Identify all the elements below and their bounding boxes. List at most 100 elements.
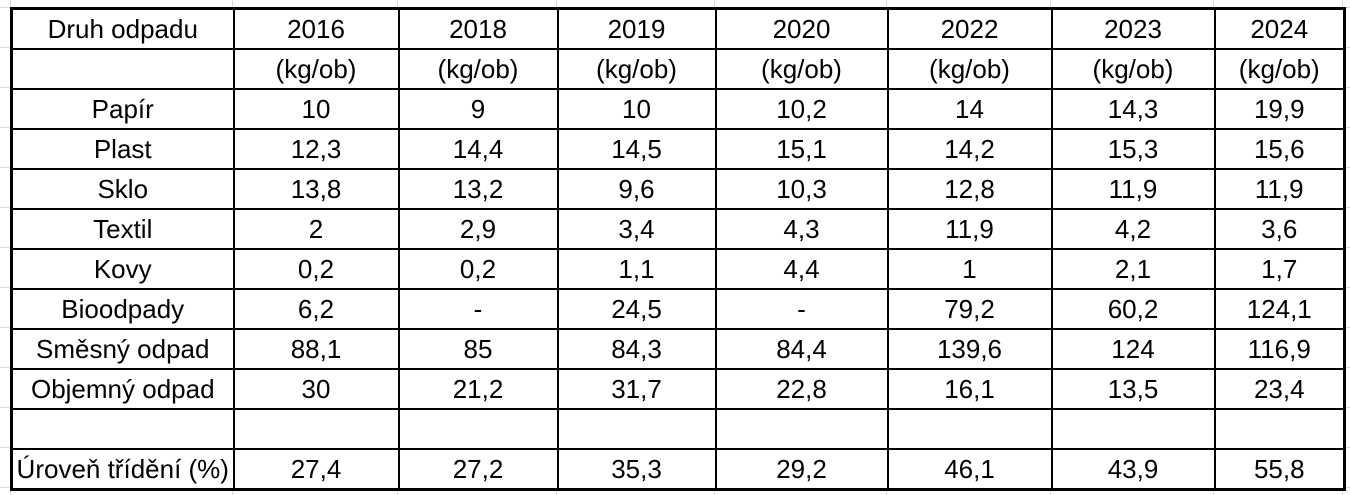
value-cell[interactable] — [556, 408, 717, 450]
row-label-cell[interactable]: Úroveň třídění (%) — [10, 448, 235, 491]
table-row: Kovy 0,2 0,2 1,1 4,4 1 2,1 1,7 — [10, 248, 1346, 290]
value-cell[interactable]: 0,2 — [397, 248, 559, 290]
value-cell[interactable]: 13,8 — [232, 168, 400, 210]
value-cell[interactable]: 10,2 — [714, 88, 889, 130]
value-cell[interactable]: 11,9 — [1213, 168, 1346, 210]
value-cell[interactable]: 11,9 — [1050, 168, 1216, 210]
value-cell[interactable] — [232, 408, 400, 450]
value-cell[interactable] — [1213, 408, 1346, 450]
value-cell[interactable]: 4,4 — [714, 248, 889, 290]
row-label-cell[interactable]: Bioodpady — [10, 288, 235, 330]
value-cell[interactable] — [714, 408, 889, 450]
row-label-cell[interactable]: Objemný odpad — [10, 368, 235, 410]
value-cell[interactable]: 10 — [556, 88, 717, 130]
value-cell[interactable]: 11,9 — [886, 208, 1053, 250]
row-label-cell[interactable]: Směsný odpad — [10, 328, 235, 370]
unit-cell[interactable]: (kg/ob) — [714, 48, 889, 90]
value-cell[interactable] — [886, 408, 1053, 450]
year-header-cell[interactable]: 2022 — [886, 7, 1053, 50]
value-cell[interactable]: 124,1 — [1213, 288, 1346, 330]
value-cell[interactable]: 3,4 — [556, 208, 717, 250]
value-cell[interactable]: 12,8 — [886, 168, 1053, 210]
row-label-cell[interactable]: Sklo — [10, 168, 235, 210]
value-cell[interactable]: 35,3 — [556, 448, 717, 491]
value-cell[interactable]: 22,8 — [714, 368, 889, 410]
unit-cell[interactable]: (kg/ob) — [556, 48, 717, 90]
value-cell[interactable]: 14,2 — [886, 128, 1053, 170]
row-label-cell[interactable]: Textil — [10, 208, 235, 250]
table-row: Sklo 13,8 13,2 9,6 10,3 12,8 11,9 11,9 — [10, 168, 1346, 210]
row-label-cell[interactable] — [10, 408, 235, 450]
unit-cell[interactable]: (kg/ob) — [232, 48, 400, 90]
value-cell[interactable]: 85 — [397, 328, 559, 370]
value-cell[interactable]: 27,4 — [232, 448, 400, 491]
value-cell[interactable]: 88,1 — [232, 328, 400, 370]
value-cell[interactable]: 16,1 — [886, 368, 1053, 410]
value-cell[interactable]: 14,5 — [556, 128, 717, 170]
year-header-cell[interactable]: 2020 — [714, 7, 889, 50]
value-cell[interactable]: 2 — [232, 208, 400, 250]
value-cell[interactable]: 15,1 — [714, 128, 889, 170]
value-cell[interactable]: 4,3 — [714, 208, 889, 250]
year-header-cell[interactable]: 2016 — [232, 7, 400, 50]
unit-label-cell[interactable] — [10, 48, 235, 90]
value-cell[interactable]: 23,4 — [1213, 368, 1346, 410]
value-cell[interactable]: 3,6 — [1213, 208, 1346, 250]
value-cell[interactable]: 4,2 — [1050, 208, 1216, 250]
unit-cell[interactable]: (kg/ob) — [1213, 48, 1346, 90]
value-cell[interactable]: 0,2 — [232, 248, 400, 290]
value-cell[interactable]: 15,6 — [1213, 128, 1346, 170]
unit-cell[interactable]: (kg/ob) — [397, 48, 559, 90]
value-cell[interactable]: 30 — [232, 368, 400, 410]
row-label-cell[interactable]: Plast — [10, 128, 235, 170]
value-cell[interactable]: 9,6 — [556, 168, 717, 210]
year-header-cell[interactable]: 2024 — [1213, 7, 1346, 50]
value-cell[interactable]: 13,5 — [1050, 368, 1216, 410]
value-cell[interactable]: 10 — [232, 88, 400, 130]
value-cell[interactable] — [1050, 408, 1216, 450]
value-cell[interactable]: 14,3 — [1050, 88, 1216, 130]
value-cell[interactable]: - — [397, 288, 559, 330]
unit-cell[interactable]: (kg/ob) — [1050, 48, 1216, 90]
value-cell[interactable]: 46,1 — [886, 448, 1053, 491]
value-cell[interactable]: 15,3 — [1050, 128, 1216, 170]
value-cell[interactable]: 6,2 — [232, 288, 400, 330]
value-cell[interactable]: 116,9 — [1213, 328, 1346, 370]
row-label-cell[interactable]: Papír — [10, 88, 235, 130]
value-cell[interactable]: 124 — [1050, 328, 1216, 370]
year-header-cell[interactable]: 2019 — [556, 7, 717, 50]
value-cell[interactable]: 19,9 — [1213, 88, 1346, 130]
value-cell[interactable]: 10,3 — [714, 168, 889, 210]
value-cell[interactable]: 9 — [397, 88, 559, 130]
value-cell[interactable]: 79,2 — [886, 288, 1053, 330]
value-cell[interactable]: 2,9 — [397, 208, 559, 250]
value-cell[interactable]: 1,7 — [1213, 248, 1346, 290]
value-cell[interactable]: 2,1 — [1050, 248, 1216, 290]
year-header-cell[interactable]: 2023 — [1050, 7, 1216, 50]
unit-cell[interactable]: (kg/ob) — [886, 48, 1053, 90]
value-cell[interactable]: 60,2 — [1050, 288, 1216, 330]
table-row-summary: Úroveň třídění (%) 27,4 27,2 35,3 29,2 4… — [10, 448, 1346, 491]
value-cell[interactable]: 21,2 — [397, 368, 559, 410]
value-cell[interactable]: 29,2 — [714, 448, 889, 491]
year-header-cell[interactable]: 2018 — [397, 7, 559, 50]
value-cell[interactable]: 139,6 — [886, 328, 1053, 370]
value-cell[interactable]: - — [714, 288, 889, 330]
value-cell[interactable]: 14 — [886, 88, 1053, 130]
header-cell-druh-odpadu[interactable]: Druh odpadu — [10, 7, 235, 50]
value-cell[interactable]: 1 — [886, 248, 1053, 290]
row-label-cell[interactable]: Kovy — [10, 248, 235, 290]
value-cell[interactable]: 84,4 — [714, 328, 889, 370]
value-cell[interactable]: 13,2 — [397, 168, 559, 210]
value-cell[interactable]: 12,3 — [232, 128, 400, 170]
value-cell[interactable]: 24,5 — [556, 288, 717, 330]
value-cell[interactable]: 43,9 — [1050, 448, 1216, 491]
value-cell[interactable]: 84,3 — [556, 328, 717, 370]
value-cell[interactable] — [397, 408, 559, 450]
value-cell[interactable]: 55,8 — [1213, 448, 1346, 491]
value-cell[interactable]: 1,1 — [556, 248, 717, 290]
value-cell[interactable]: 14,4 — [397, 128, 559, 170]
value-cell[interactable]: 31,7 — [556, 368, 717, 410]
value-cell[interactable]: 27,2 — [397, 448, 559, 491]
